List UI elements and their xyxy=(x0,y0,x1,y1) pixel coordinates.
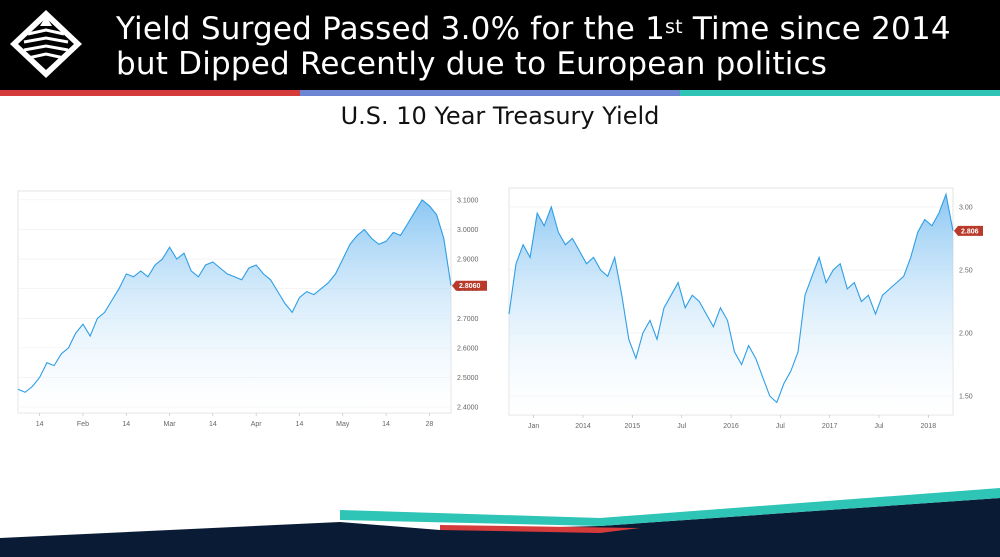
title-line-2: but Dipped Recently due to European poli… xyxy=(116,46,828,82)
x-tick-label: 2017 xyxy=(822,423,838,430)
x-tick-label: Apr xyxy=(251,421,263,428)
title-line-1: Yield Surged Passed 3.0% for the 1st Tim… xyxy=(116,12,951,47)
yield-area xyxy=(509,194,953,415)
x-tick-label: Jul xyxy=(875,423,884,430)
x-tick-label: 2016 xyxy=(723,423,739,430)
x-tick-label: 2015 xyxy=(625,423,641,430)
y-tick-label: 3.0000 xyxy=(457,227,479,234)
title-line-1-text: Yield Surged Passed 3.0% for the 1 xyxy=(116,11,666,47)
x-tick-label: 2018 xyxy=(921,423,937,430)
x-tick-label: Jan xyxy=(528,423,539,430)
x-tick-label: 14 xyxy=(122,421,130,428)
y-tick-label: 3.1000 xyxy=(457,197,479,204)
yield-chart-since-2014: 3.00 2.50 2.00 1.50 Jan 2014 2015 Jul 2016 Jul 201… xyxy=(508,187,983,430)
x-tick-label: Jul xyxy=(776,423,785,430)
y-tick-label: 2.4000 xyxy=(457,405,479,412)
title-superscript: st xyxy=(665,16,683,38)
yield-line xyxy=(508,192,954,404)
y-tick-label: 2.5000 xyxy=(457,375,479,382)
x-tick-label: 14 xyxy=(209,421,217,428)
chart-subtitle: U.S. 10 Year Treasury Yield xyxy=(340,102,660,130)
x-tick-label: 2014 xyxy=(575,423,591,430)
yield-area xyxy=(18,199,451,413)
title-banner: Yield Surged Passed 3.0% for the 1st Tim… xyxy=(0,0,1000,92)
x-tick-label: 14 xyxy=(36,421,44,428)
accent-stripe xyxy=(0,90,1000,96)
yield-chart-recent: 3.10003.00002.90002.80002.70002.60002.50… xyxy=(17,190,487,428)
y-tick-label: 2.50 xyxy=(959,267,973,274)
y-tick-label: 2.7000 xyxy=(457,316,479,323)
last-value-label: 2.806 xyxy=(961,228,979,235)
company-logo xyxy=(10,10,82,78)
y-tick-label: 3.00 xyxy=(959,204,973,211)
last-value-tag: 2.8060 xyxy=(452,280,487,291)
x-tick-label: 14 xyxy=(296,421,304,428)
x-tick-label: Jul xyxy=(677,423,686,430)
source-note: SERIES: U.S. 10-Yr Treasury SOURCE: CNBC xyxy=(3,511,147,537)
y-tick-label: 2.6000 xyxy=(457,345,479,352)
footer-band xyxy=(0,488,1000,557)
last-value-label: 2.8060 xyxy=(459,283,481,290)
y-tick-label: 2.00 xyxy=(959,331,973,338)
series-label: SERIES: U.S. 10-Yr Treasury xyxy=(3,511,147,523)
x-tick-label: Mar xyxy=(164,421,177,428)
yield-line xyxy=(17,199,452,393)
title-line-1-end: Time since 2014 xyxy=(682,11,951,47)
x-tick-label: May xyxy=(336,421,350,428)
y-tick-label: 1.50 xyxy=(959,394,973,401)
page-title: Yield Surged Passed 3.0% for the 1st Tim… xyxy=(116,12,951,82)
y-tick-label: 2.9000 xyxy=(457,257,479,264)
x-tick-label: Feb xyxy=(77,421,89,428)
source-label: SOURCE: CNBC xyxy=(3,524,88,536)
last-value-tag: 2.806 xyxy=(954,225,983,236)
x-tick-label: 28 xyxy=(425,421,433,428)
x-tick-label: 14 xyxy=(382,421,390,428)
